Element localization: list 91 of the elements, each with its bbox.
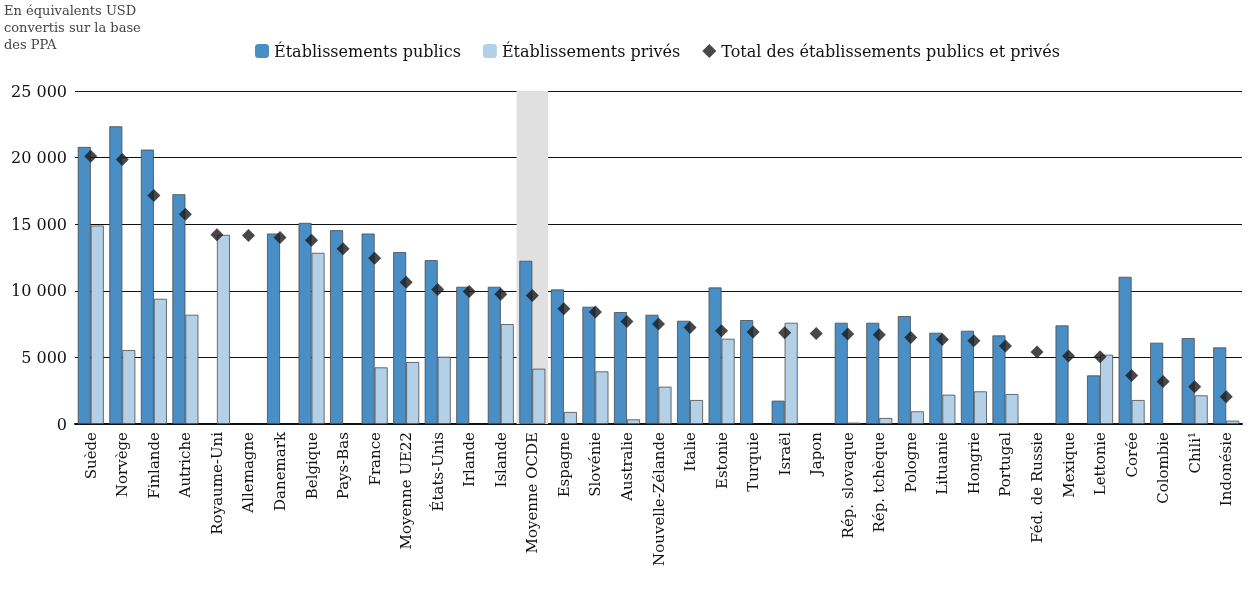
- y-tick-label: 10 000: [11, 281, 67, 301]
- x-tick-label: Allemagne: [239, 431, 258, 514]
- x-tick-label: Hongrie: [964, 431, 983, 495]
- point: [1030, 345, 1044, 359]
- x-tick-label: Norvège: [113, 431, 132, 498]
- x-tick-label: Irlande: [460, 431, 479, 487]
- y-tick-label: 20 000: [11, 148, 67, 168]
- point: [1093, 350, 1107, 364]
- point: [241, 229, 255, 243]
- point: [998, 339, 1012, 353]
- x-tick-label: Estonie: [712, 431, 731, 490]
- point: [904, 330, 918, 344]
- point: [1219, 390, 1233, 404]
- y-axis-title: En équivalents USD convertis sur la base des PPA: [4, 3, 145, 52]
- x-tick-label: Portugal: [996, 431, 1015, 497]
- x-tick-label: Japon: [807, 431, 826, 478]
- x-tick-label: Australie: [617, 431, 636, 502]
- x-tick-label: Moyenne UE22: [397, 432, 416, 550]
- point: [715, 324, 729, 338]
- x-tick-label: Lituanie: [933, 431, 952, 495]
- x-tick-label: Lettonie: [1091, 431, 1110, 496]
- point: [336, 242, 350, 256]
- point: [1188, 380, 1202, 394]
- legend-label: Établissements publics: [274, 40, 461, 61]
- x-tick-label: Danemark: [271, 431, 290, 511]
- x-tick-label: Moyenne OCDE: [523, 432, 542, 554]
- legend-label: Total des établissements publics et privés: [721, 41, 1061, 61]
- point: [273, 231, 287, 245]
- x-tick-label: Indonésie: [1217, 431, 1236, 507]
- x-tick-label: Féd. de Russie: [1027, 431, 1046, 543]
- x-tick-label: France: [365, 431, 384, 486]
- point: [746, 325, 760, 339]
- point: [935, 332, 949, 346]
- point: [1125, 368, 1139, 382]
- point: [368, 251, 382, 265]
- x-tick-label: Italie: [681, 431, 700, 472]
- bar: [740, 320, 754, 424]
- point: [588, 305, 602, 319]
- x-tick-label: Finlande: [144, 431, 163, 499]
- x-tick-label: Rép. slovaque: [838, 431, 857, 539]
- point: [462, 284, 476, 298]
- point: [809, 326, 823, 340]
- point: [115, 153, 129, 167]
- y-tick-label: 0: [56, 414, 67, 434]
- point: [652, 317, 665, 331]
- point: [841, 327, 855, 341]
- point: [557, 302, 571, 316]
- x-tick-label: Rép. tchèque: [870, 431, 889, 533]
- point: [683, 320, 697, 334]
- x-tick-label: Mexique: [1059, 431, 1078, 498]
- bar: [216, 234, 230, 424]
- y-tick-label: 5 000: [21, 347, 67, 367]
- x-tick-label: Belgique: [302, 431, 321, 500]
- point: [620, 314, 634, 328]
- x-tick-label: Autriche: [176, 431, 195, 499]
- x-tick-label: Corée: [1122, 431, 1141, 478]
- point: [778, 326, 792, 340]
- y-tick-label: 15 000: [11, 214, 67, 234]
- bar: [267, 233, 281, 424]
- legend-label: Établissements privés: [501, 40, 681, 61]
- x-tick-label: Suède: [81, 431, 100, 480]
- x-tick-label: Turquie: [744, 431, 763, 492]
- x-tick-label: Royaume-Uni: [207, 431, 226, 535]
- x-tick-label: Islande: [491, 431, 510, 488]
- x-tick-label: Israël: [775, 431, 794, 476]
- point: [872, 328, 886, 342]
- bar: [1055, 325, 1069, 424]
- x-tick-label: Chili¹: [1185, 432, 1204, 474]
- x-tick-label: Pays-Bas: [334, 432, 353, 500]
- point: [1156, 374, 1170, 388]
- y-tick-label: 25 000: [11, 81, 67, 101]
- point: [494, 287, 508, 301]
- point: [210, 228, 224, 242]
- x-tick-label: Colombie: [1154, 431, 1173, 504]
- x-tick-label: Pologne: [901, 431, 920, 493]
- point: [525, 288, 539, 302]
- point: [967, 334, 981, 348]
- point: [178, 207, 192, 221]
- point: [305, 233, 319, 247]
- point: [1062, 349, 1076, 363]
- x-tick-label: Espagne: [554, 431, 573, 498]
- point: [84, 149, 98, 163]
- x-tick-label: Nouvelle-Zélande: [649, 431, 668, 566]
- bar: [330, 230, 344, 424]
- point: [431, 282, 445, 296]
- point: [399, 275, 413, 289]
- x-tick-label: Slovénie: [586, 431, 605, 497]
- x-tick-label: États-Unis: [428, 432, 447, 512]
- bar: [1150, 342, 1164, 424]
- point: [147, 189, 161, 203]
- bar: [456, 286, 470, 424]
